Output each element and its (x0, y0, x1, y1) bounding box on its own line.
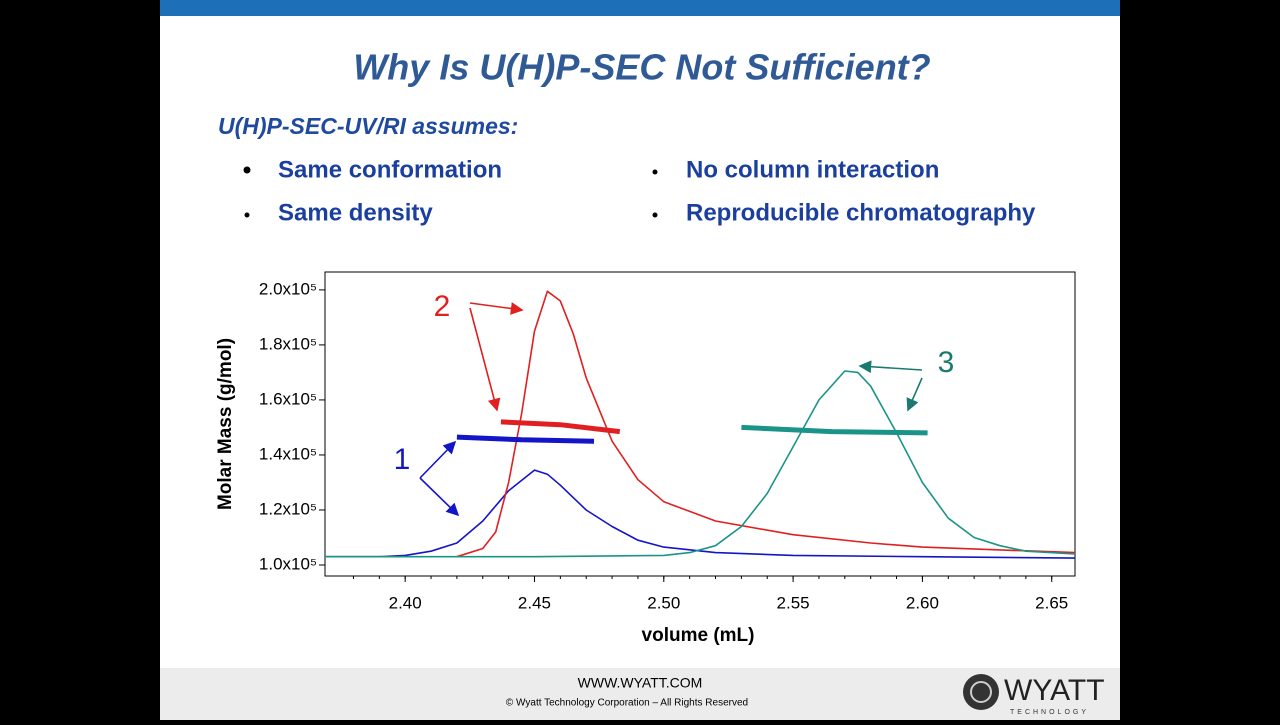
annotation-arrow (419, 477, 460, 517)
annotation-arrow (469, 307, 501, 412)
x-tick-label: 2.45 (518, 593, 551, 612)
y-tick-label: 1.0x10⁵ (259, 554, 317, 573)
bullet-text: No column interaction (686, 156, 939, 183)
y-axis-label: Molar Mass (g/mol) (215, 338, 236, 510)
y-tick-label: 2.0x10⁵ (259, 279, 317, 298)
bullet (652, 212, 658, 218)
x-tick-label: 2.40 (389, 593, 422, 612)
series-line (456, 434, 595, 444)
footer-band (160, 668, 1120, 720)
x-tick-label: 2.55 (777, 593, 810, 612)
series-line (325, 370, 1076, 558)
plot-frame (324, 271, 1076, 577)
x-tick-label: 2.60 (906, 593, 939, 612)
bullet (244, 212, 250, 218)
slide-bg (160, 0, 1120, 720)
annotation-arrow (858, 360, 923, 374)
x-axis-label: volume (mL) (642, 625, 755, 646)
y-tick-label: 1.6x10⁵ (259, 389, 317, 408)
y-tick-label: 1.8x10⁵ (259, 334, 317, 353)
slide-title: Why Is U(H)P-SEC Not Sufficient? (353, 47, 930, 88)
series-line (456, 290, 1076, 558)
logo-icon (963, 674, 999, 710)
bullet-text: Same conformation (278, 156, 502, 183)
subtitle: U(H)P-SEC-UV/RI assumes: (218, 113, 518, 139)
logo-icon (970, 681, 992, 703)
annotation: 3 (938, 346, 955, 379)
top-bar (160, 0, 1120, 16)
bullet-text: Reproducible chromatography (686, 199, 1036, 226)
annotation-arrow (906, 377, 923, 412)
logo-text: WYATT (1004, 674, 1105, 707)
annotation: 1 (394, 443, 411, 476)
y-tick-label: 1.4x10⁵ (259, 444, 317, 463)
footer-url: WWW.WYATT.COM (578, 675, 703, 691)
series-line (500, 419, 621, 435)
x-tick-label: 2.65 (1035, 593, 1068, 612)
annotation-arrow (419, 440, 457, 479)
annotation-arrow (469, 302, 524, 315)
y-tick-label: 1.2x10⁵ (259, 499, 317, 518)
x-tick-label: 2.50 (647, 593, 680, 612)
bullet (652, 169, 658, 175)
series-line (741, 424, 928, 436)
series-line (325, 469, 1076, 559)
bullet-text: Same density (278, 199, 433, 226)
logo-subtext: TECHNOLOGY (1010, 709, 1089, 716)
annotation: 2 (434, 290, 451, 323)
bullet (243, 166, 251, 174)
footer-copyright: © Wyatt Technology Corporation – All Rig… (506, 698, 748, 709)
